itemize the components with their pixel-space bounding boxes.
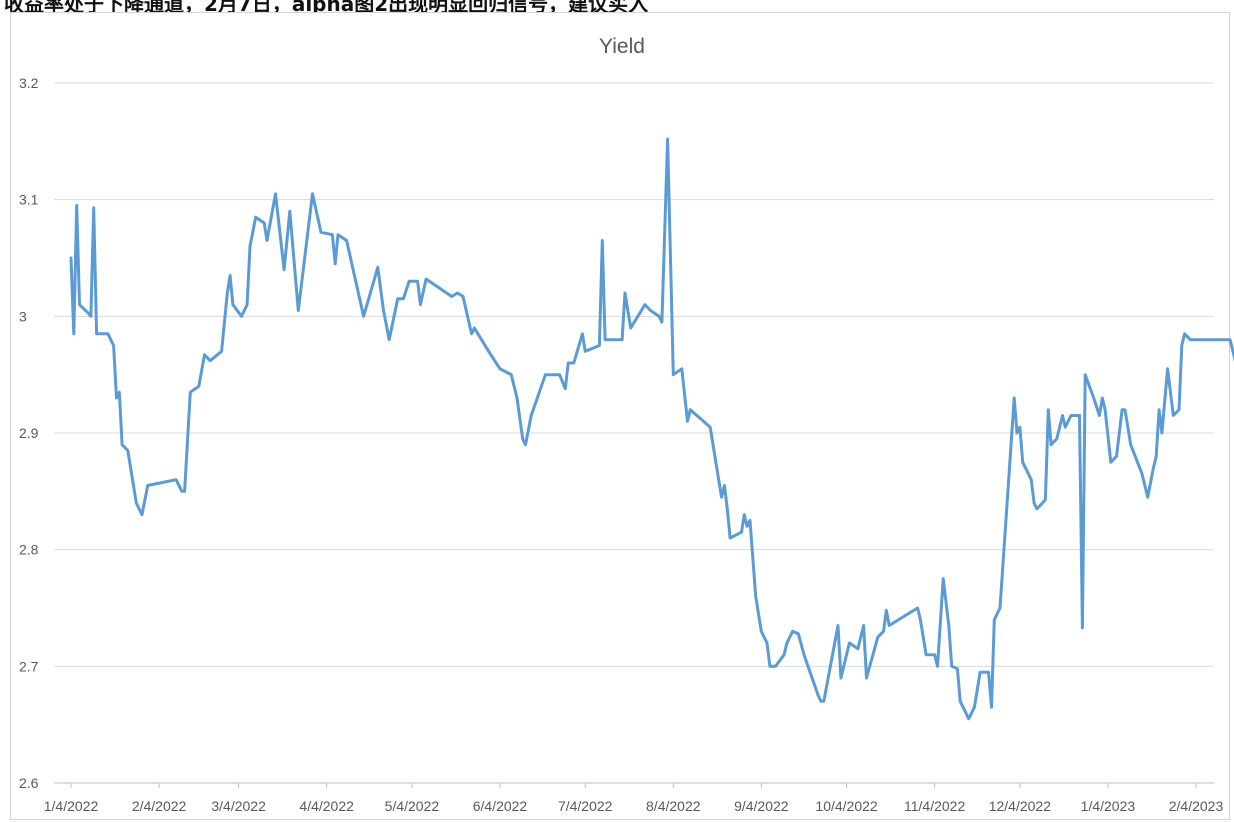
x-tick-label: 6/4/2022: [473, 798, 528, 814]
x-tick-label: 2/4/2023: [1169, 798, 1224, 814]
x-tick-label: 9/4/2022: [734, 798, 789, 814]
series-line-0: [69, 137, 1234, 721]
x-tick-label: 2/4/2022: [132, 798, 187, 814]
x-tick-label: 7/4/2022: [558, 798, 613, 814]
chart-title: Yield: [599, 35, 645, 58]
x-tick-label: 8/4/2022: [646, 798, 701, 814]
y-tick-label: 3: [19, 308, 27, 324]
axes: 2.6 2.7 2.8 2.9 3 3.1 3.2 1/4/2022 2/4/2022 3/4/2…: [19, 75, 1223, 814]
y-tick-label: 2.8: [19, 542, 39, 558]
y-tick-label: 2.6: [19, 775, 39, 791]
x-tick-label: 4/4/2022: [299, 798, 354, 814]
x-tick-label: 3/4/2022: [211, 798, 266, 814]
x-tick-label: 11/4/2022: [904, 798, 965, 814]
grid-lines: [54, 82, 1214, 784]
x-tick-label: 5/4/2022: [385, 798, 440, 814]
y-tick-label: 2.9: [19, 425, 39, 441]
series-layer: [69, 137, 1234, 721]
y-tick-label: 2.7: [19, 658, 39, 674]
x-tick-label: 1/4/2023: [1081, 798, 1136, 814]
chart-frame: [10, 12, 1230, 820]
y-tick-label: 3.1: [19, 192, 39, 208]
x-tick-label: 1/4/2022: [44, 798, 99, 814]
x-tick-label: 10/4/2022: [815, 798, 877, 814]
x-tick-label: 12/4/2022: [989, 798, 1051, 814]
y-tick-label: 3.2: [19, 75, 39, 91]
